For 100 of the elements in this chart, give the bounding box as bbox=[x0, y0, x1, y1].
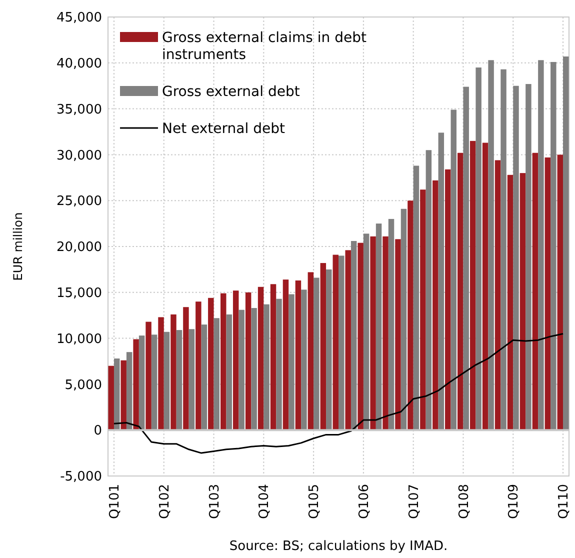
bar bbox=[226, 314, 232, 430]
bar bbox=[295, 280, 302, 430]
y-tick-label: 20,000 bbox=[56, 240, 102, 256]
bar bbox=[176, 330, 182, 430]
bar bbox=[557, 154, 564, 430]
bar bbox=[264, 304, 270, 430]
legend-label: Net external debt bbox=[162, 120, 286, 137]
bar bbox=[301, 290, 307, 430]
bar bbox=[450, 110, 456, 430]
bar bbox=[108, 366, 114, 430]
bar bbox=[358, 242, 364, 430]
bar bbox=[350, 240, 357, 430]
bar bbox=[563, 56, 569, 430]
x-tick-label: Q104 bbox=[257, 484, 272, 520]
bar bbox=[470, 140, 476, 430]
y-tick-label: 25,000 bbox=[56, 194, 102, 210]
bar bbox=[314, 278, 320, 430]
bar bbox=[332, 254, 338, 430]
y-axis-title: EUR million bbox=[11, 212, 25, 281]
bar bbox=[382, 236, 388, 430]
x-tick-label: Q101 bbox=[108, 484, 123, 520]
bar bbox=[445, 169, 451, 430]
line-series bbox=[113, 332, 564, 454]
x-tick-label: Q108 bbox=[456, 484, 472, 520]
bar bbox=[438, 132, 444, 430]
bar bbox=[476, 67, 482, 430]
bar bbox=[208, 298, 214, 430]
bar bbox=[258, 286, 264, 430]
y-tick-label: 0 bbox=[94, 424, 102, 439]
bar bbox=[183, 307, 189, 430]
bar bbox=[376, 224, 382, 430]
bar bbox=[338, 256, 344, 430]
bar bbox=[114, 358, 120, 430]
y-tick-label: 35,000 bbox=[56, 102, 102, 118]
y-tick-label: 40,000 bbox=[56, 56, 102, 72]
bar bbox=[544, 157, 551, 430]
x-tick-label: Q107 bbox=[406, 484, 422, 520]
x-tick-label: Q103 bbox=[207, 484, 222, 520]
bar bbox=[526, 84, 532, 430]
bar bbox=[320, 263, 326, 430]
bar bbox=[494, 160, 501, 430]
bar bbox=[220, 293, 226, 430]
bar bbox=[308, 272, 314, 430]
bar bbox=[370, 236, 376, 430]
x-tick-label: Q110 bbox=[556, 484, 572, 520]
bar bbox=[388, 218, 394, 430]
bar bbox=[532, 152, 538, 430]
bar bbox=[408, 200, 414, 430]
bar bbox=[538, 60, 544, 430]
bar bbox=[513, 86, 519, 430]
bar bbox=[158, 317, 164, 430]
y-tick-label: 45,000 bbox=[56, 10, 102, 26]
bar bbox=[345, 250, 351, 430]
y-tick-label: 10,000 bbox=[56, 332, 102, 347]
y-tick-label: -5,000 bbox=[60, 470, 102, 485]
bar bbox=[276, 298, 282, 430]
bar bbox=[395, 239, 401, 430]
bar bbox=[138, 336, 145, 430]
bar bbox=[238, 310, 244, 430]
bar bbox=[270, 284, 276, 430]
bar bbox=[188, 329, 195, 430]
bar bbox=[363, 234, 370, 430]
bar bbox=[463, 86, 469, 430]
bar bbox=[232, 290, 239, 430]
y-tick-label: 5,000 bbox=[64, 378, 102, 393]
bar bbox=[400, 208, 407, 430]
bar bbox=[151, 334, 158, 430]
bar bbox=[196, 302, 202, 430]
bar bbox=[432, 180, 438, 430]
source-note: Source: BS; calculations by IMAD. bbox=[229, 539, 448, 554]
bar bbox=[133, 339, 139, 430]
bar bbox=[488, 60, 494, 430]
bar bbox=[500, 69, 506, 430]
bar bbox=[251, 308, 257, 430]
bar bbox=[520, 173, 526, 430]
bar bbox=[126, 352, 132, 430]
bar bbox=[201, 324, 208, 430]
x-tick-label: Q105 bbox=[307, 484, 322, 520]
bar bbox=[245, 292, 252, 430]
bar bbox=[326, 269, 332, 430]
x-tick-label: Q102 bbox=[157, 484, 172, 520]
bar bbox=[170, 314, 176, 430]
bar bbox=[420, 190, 426, 430]
bar bbox=[457, 152, 464, 430]
y-tick-label: 15,000 bbox=[56, 286, 102, 301]
bar bbox=[282, 280, 289, 430]
x-tick-label: Q106 bbox=[356, 484, 372, 520]
y-tick-label: 30,000 bbox=[56, 148, 102, 164]
legend-label: Gross external claims in debt instruments bbox=[162, 30, 367, 63]
bar bbox=[146, 322, 152, 430]
bar bbox=[550, 62, 556, 430]
bar bbox=[413, 166, 420, 430]
bar bbox=[426, 150, 432, 430]
bar bbox=[482, 142, 488, 430]
bar bbox=[120, 360, 126, 430]
x-tick-label: Q109 bbox=[506, 484, 522, 520]
bar bbox=[214, 318, 220, 430]
bar bbox=[507, 174, 514, 430]
bar bbox=[164, 332, 170, 430]
bar bbox=[288, 294, 294, 430]
